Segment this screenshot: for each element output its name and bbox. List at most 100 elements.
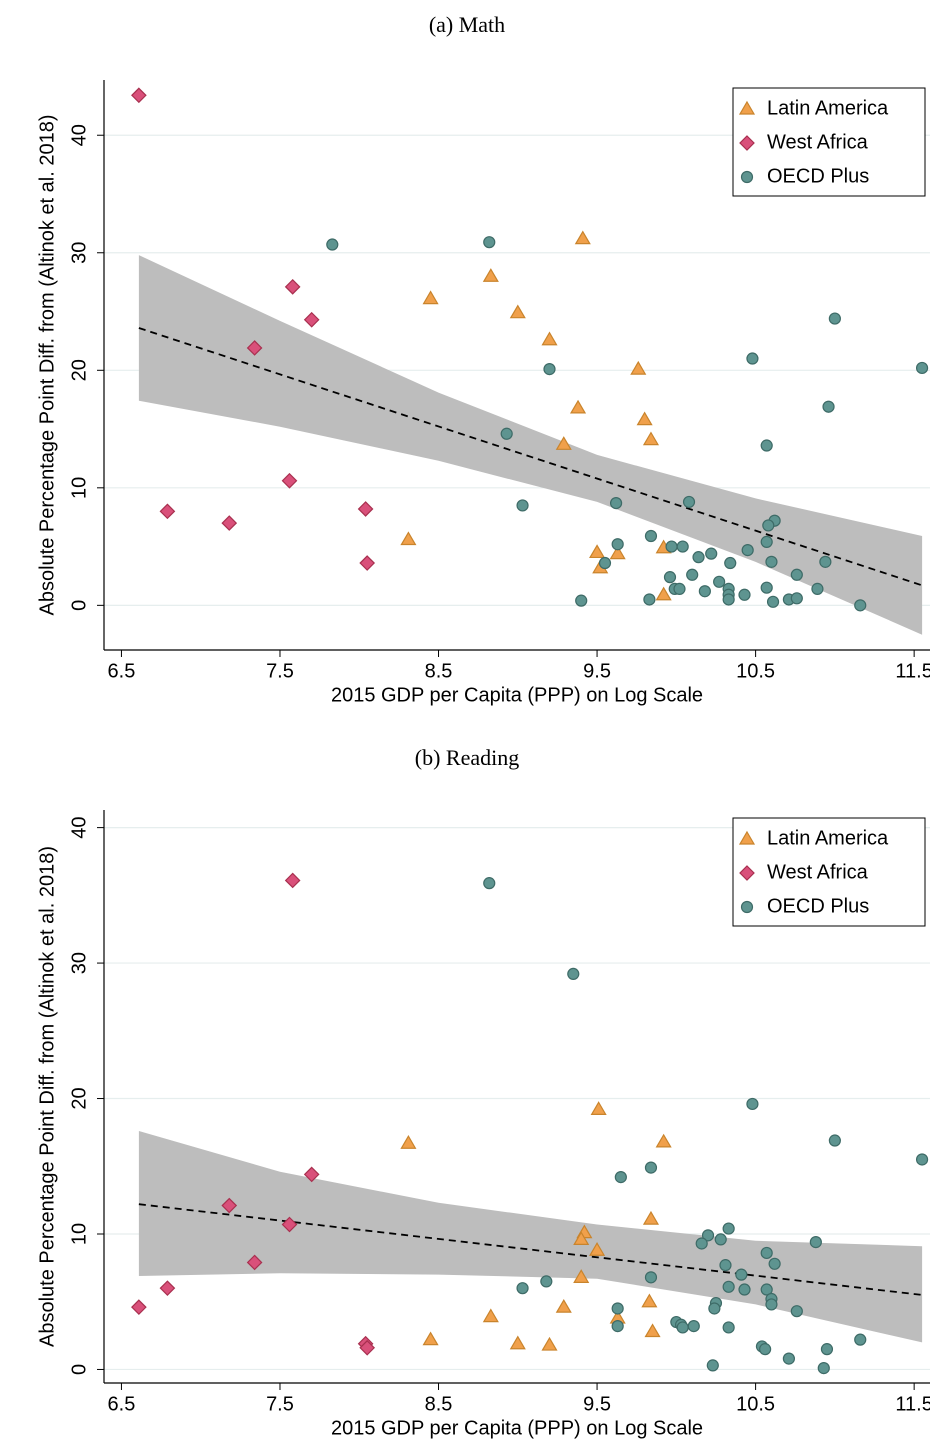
panel-title: (b) Reading (415, 745, 519, 770)
x-tick-label: 7.5 (266, 660, 294, 682)
x-tick-label: 10.5 (736, 660, 775, 682)
point (281, 472, 298, 489)
point (790, 1305, 803, 1318)
point (644, 1161, 658, 1174)
point (483, 236, 496, 249)
point (303, 311, 320, 328)
point (828, 312, 841, 325)
point (541, 331, 558, 346)
y-axis-label: Absolute Percentage Point Diff. from (Al… (36, 846, 58, 1347)
point (676, 1321, 689, 1334)
point (759, 1343, 772, 1356)
point (760, 439, 773, 452)
point (614, 1170, 627, 1184)
legend-marker (738, 100, 756, 115)
y-tick-label: 40 (68, 816, 90, 838)
point (575, 594, 588, 607)
point (589, 544, 606, 559)
point (790, 568, 803, 581)
point (760, 581, 773, 594)
legend-box (732, 817, 926, 927)
point (722, 1321, 735, 1334)
point (738, 1283, 751, 1296)
x-axis-label: 2015 GDP per Capita (PPP) on Log Scale (331, 1417, 703, 1439)
fit-line (138, 327, 923, 587)
point (665, 540, 678, 553)
point (687, 1320, 700, 1333)
point (611, 538, 624, 551)
y-tick-label: 30 (68, 242, 90, 264)
point (284, 872, 301, 889)
confidence-band (138, 1131, 923, 1343)
point (686, 568, 699, 581)
point (516, 1282, 529, 1295)
x-tick-label: 6.5 (108, 660, 136, 682)
point (422, 290, 439, 305)
legend-marker (740, 170, 754, 184)
point (573, 1231, 590, 1246)
point (516, 499, 529, 512)
point (819, 555, 832, 568)
point (642, 431, 660, 446)
point (708, 1302, 721, 1315)
point (722, 593, 735, 606)
point (722, 1280, 735, 1293)
point (768, 1257, 781, 1270)
x-tick-label: 9.5 (583, 660, 611, 682)
legend-label: Latin America (767, 97, 889, 119)
y-tick-label: 0 (68, 600, 90, 611)
point (705, 547, 718, 560)
point (782, 1352, 795, 1365)
point (760, 1246, 773, 1260)
panel-title: (a) Math (429, 12, 505, 37)
point (590, 1101, 607, 1115)
legend-box (732, 87, 926, 197)
point (541, 1336, 558, 1351)
point (854, 599, 867, 612)
point (828, 1134, 841, 1147)
point (760, 535, 773, 548)
point (281, 1216, 298, 1233)
point (246, 1254, 263, 1271)
confidence-band (138, 255, 923, 635)
point (609, 545, 626, 560)
point (746, 1097, 759, 1111)
point (359, 555, 376, 571)
point (131, 1299, 147, 1315)
point (221, 515, 238, 531)
point (509, 304, 526, 319)
point (676, 540, 689, 553)
point (644, 1271, 658, 1284)
legend-marker (740, 900, 754, 914)
x-tick-label: 11.5 (895, 660, 930, 682)
point (746, 352, 759, 365)
point (765, 555, 778, 568)
point (820, 1343, 834, 1356)
point (598, 556, 612, 570)
point (573, 1269, 590, 1283)
legend-marker (738, 830, 756, 845)
point (636, 411, 653, 426)
point (644, 1323, 661, 1338)
point (701, 1229, 715, 1242)
legend-label: West Africa (767, 131, 869, 153)
panel: (a) Math 0 10 20 30 40 6.5 7.5 8.5 9.5 10.5 11.5 201… (36, 12, 930, 706)
point (609, 496, 623, 510)
x-tick-label: 11.5 (895, 1393, 930, 1415)
x-tick-label: 10.5 (736, 1393, 775, 1415)
point (713, 575, 726, 588)
x-tick-label: 8.5 (425, 660, 453, 682)
point (159, 1280, 176, 1297)
point (555, 1298, 572, 1313)
point (641, 1293, 658, 1308)
point (682, 495, 696, 509)
x-tick-label: 9.5 (583, 1393, 611, 1415)
point (673, 582, 686, 595)
point (695, 1237, 708, 1250)
point (422, 1331, 439, 1346)
point (735, 1268, 748, 1281)
y-tick-label: 20 (68, 359, 90, 381)
x-tick-label: 8.5 (425, 1393, 453, 1415)
point (741, 544, 754, 557)
